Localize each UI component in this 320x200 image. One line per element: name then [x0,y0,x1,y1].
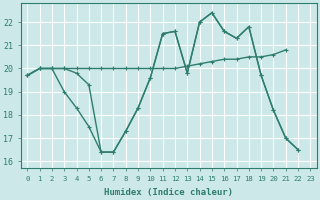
X-axis label: Humidex (Indice chaleur): Humidex (Indice chaleur) [104,188,233,197]
